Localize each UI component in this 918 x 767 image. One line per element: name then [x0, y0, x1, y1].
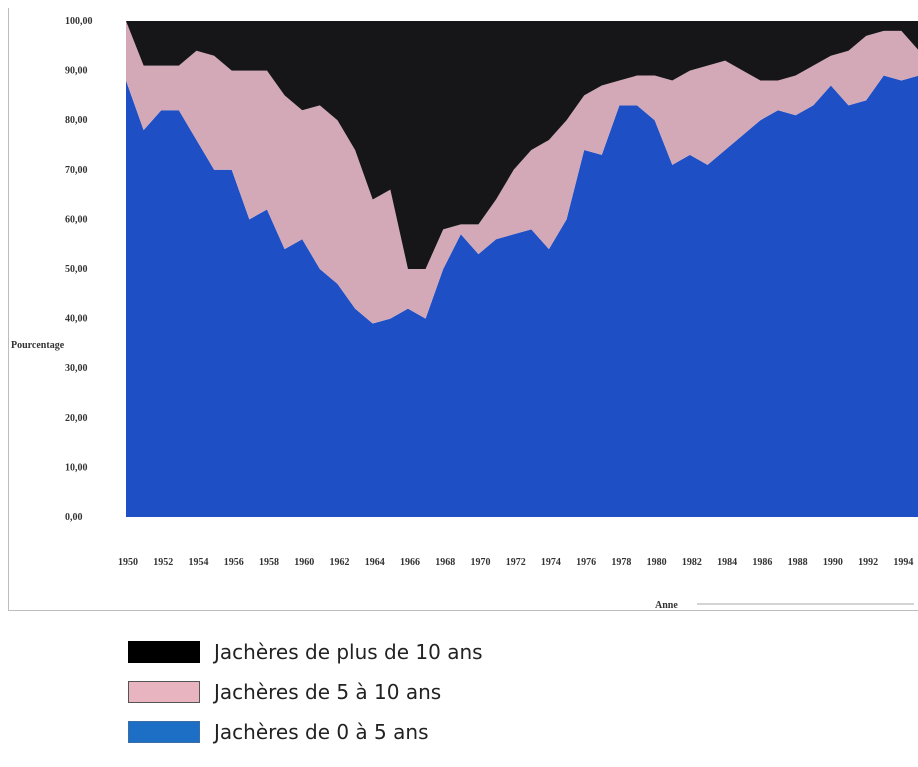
x-tick-label: 1990	[823, 557, 843, 568]
x-tick-label: 1978	[611, 557, 631, 568]
y-tick-label: 10,00	[65, 462, 88, 473]
y-axis-ticks: 0,00 10,00 20,00 30,00 40,00 50,00 60,00 70,00 8…	[65, 16, 93, 523]
y-tick-label: 20,00	[65, 413, 88, 424]
legend-item-0-5: Jachères de 0 à 5 ans	[128, 712, 728, 752]
x-tick-label: 1976	[576, 557, 596, 568]
legend-swatch-5-10	[128, 681, 200, 703]
legend-label-5-10: Jachères de 5 à 10 ans	[214, 680, 442, 704]
y-tick-label: 70,00	[65, 165, 88, 176]
x-axis-label: Anne	[655, 600, 678, 610]
legend-swatch-0-5	[128, 721, 200, 743]
x-tick-label: 1972	[506, 557, 526, 568]
x-tick-label: 1970	[470, 557, 490, 568]
x-tick-label: 1984	[717, 557, 737, 568]
x-tick-label: 1956	[224, 557, 244, 568]
x-tick-label: 1962	[329, 557, 349, 568]
x-axis-ticks: 1950 1952 1954 1956 1958 1960 1962 1964 1966 1968…	[118, 557, 913, 568]
x-tick-label: 1966	[400, 557, 420, 568]
legend-item-5-10: Jachères de 5 à 10 ans	[128, 672, 728, 712]
y-axis-label: Pourcentage	[11, 340, 65, 351]
stacked-area-chart: 0,00 10,00 20,00 30,00 40,00 50,00 60,00 70,00 8…	[11, 16, 918, 610]
x-tick-label: 1964	[365, 557, 385, 568]
legend-label-0-5: Jachères de 0 à 5 ans	[214, 720, 429, 744]
y-tick-label: 0,00	[65, 512, 83, 523]
x-tick-label: 1988	[788, 557, 808, 568]
legend-swatch-plus-10	[128, 641, 200, 663]
series-area-2	[126, 21, 918, 269]
series-area-0	[126, 75, 918, 517]
x-tick-label: 1954	[188, 557, 208, 568]
x-tick-label: 1960	[294, 557, 314, 568]
y-tick-label: 90,00	[65, 66, 88, 77]
legend-item-plus-10: Jachères de plus de 10 ans	[128, 632, 728, 672]
y-tick-label: 100,00	[65, 16, 93, 27]
chart-frame: 0,00 10,00 20,00 30,00 40,00 50,00 60,00 70,00 8…	[8, 8, 918, 611]
x-tick-label: 1980	[647, 557, 667, 568]
legend-label-plus-10: Jachères de plus de 10 ans	[214, 640, 483, 664]
x-tick-label: 1992	[858, 557, 878, 568]
x-tick-label: 1952	[153, 557, 173, 568]
x-tick-label: 1958	[259, 557, 279, 568]
x-tick-label: 1994	[893, 557, 913, 568]
y-tick-label: 80,00	[65, 115, 88, 126]
y-tick-label: 40,00	[65, 314, 88, 325]
y-tick-label: 30,00	[65, 363, 88, 374]
plot-areas	[126, 21, 918, 517]
x-tick-label: 1986	[752, 557, 772, 568]
series-area-1	[126, 21, 918, 324]
x-tick-label: 1968	[435, 557, 455, 568]
legend: Jachères de plus de 10 ans Jachères de 5…	[128, 632, 728, 752]
x-tick-label: 1974	[541, 557, 561, 568]
y-tick-label: 50,00	[65, 264, 88, 275]
y-tick-label: 60,00	[65, 214, 88, 225]
x-tick-label: 1982	[682, 557, 702, 568]
x-tick-label: 1950	[118, 557, 138, 568]
